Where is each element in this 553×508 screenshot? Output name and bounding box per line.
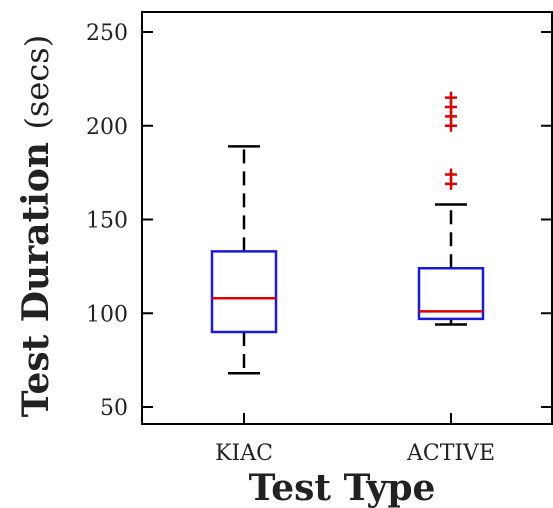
outlier-marker: [445, 168, 457, 181]
x-tick-label: ACTIVE: [406, 441, 495, 466]
boxes-group: [210, 91, 485, 375]
y-tick-label: 50: [100, 396, 128, 421]
y-axis-ticks: 50 100 150 200 250: [86, 21, 552, 421]
y-axis-title: Test Duration (secs): [15, 35, 57, 417]
y-tick-label: 100: [86, 302, 128, 327]
x-tick-label: KIAC: [215, 441, 273, 466]
y-tick-label: 200: [86, 115, 128, 140]
y-axis-title-main: Test Duration: [15, 142, 57, 417]
x-axis-ticks: KIAC ACTIVE: [215, 413, 495, 466]
box-active: [417, 91, 485, 326]
outlier-marker: [445, 91, 457, 104]
plot-area: [141, 11, 553, 425]
box-kiac: [210, 145, 278, 375]
y-axis-title-spacer: [15, 129, 57, 142]
y-tick-label: 150: [86, 209, 128, 234]
iqr-box: [210, 250, 278, 334]
x-axis-title: Test Type: [249, 467, 436, 508]
y-axis-title-unit: (secs): [18, 35, 56, 130]
y-tick-label: 250: [86, 21, 128, 46]
